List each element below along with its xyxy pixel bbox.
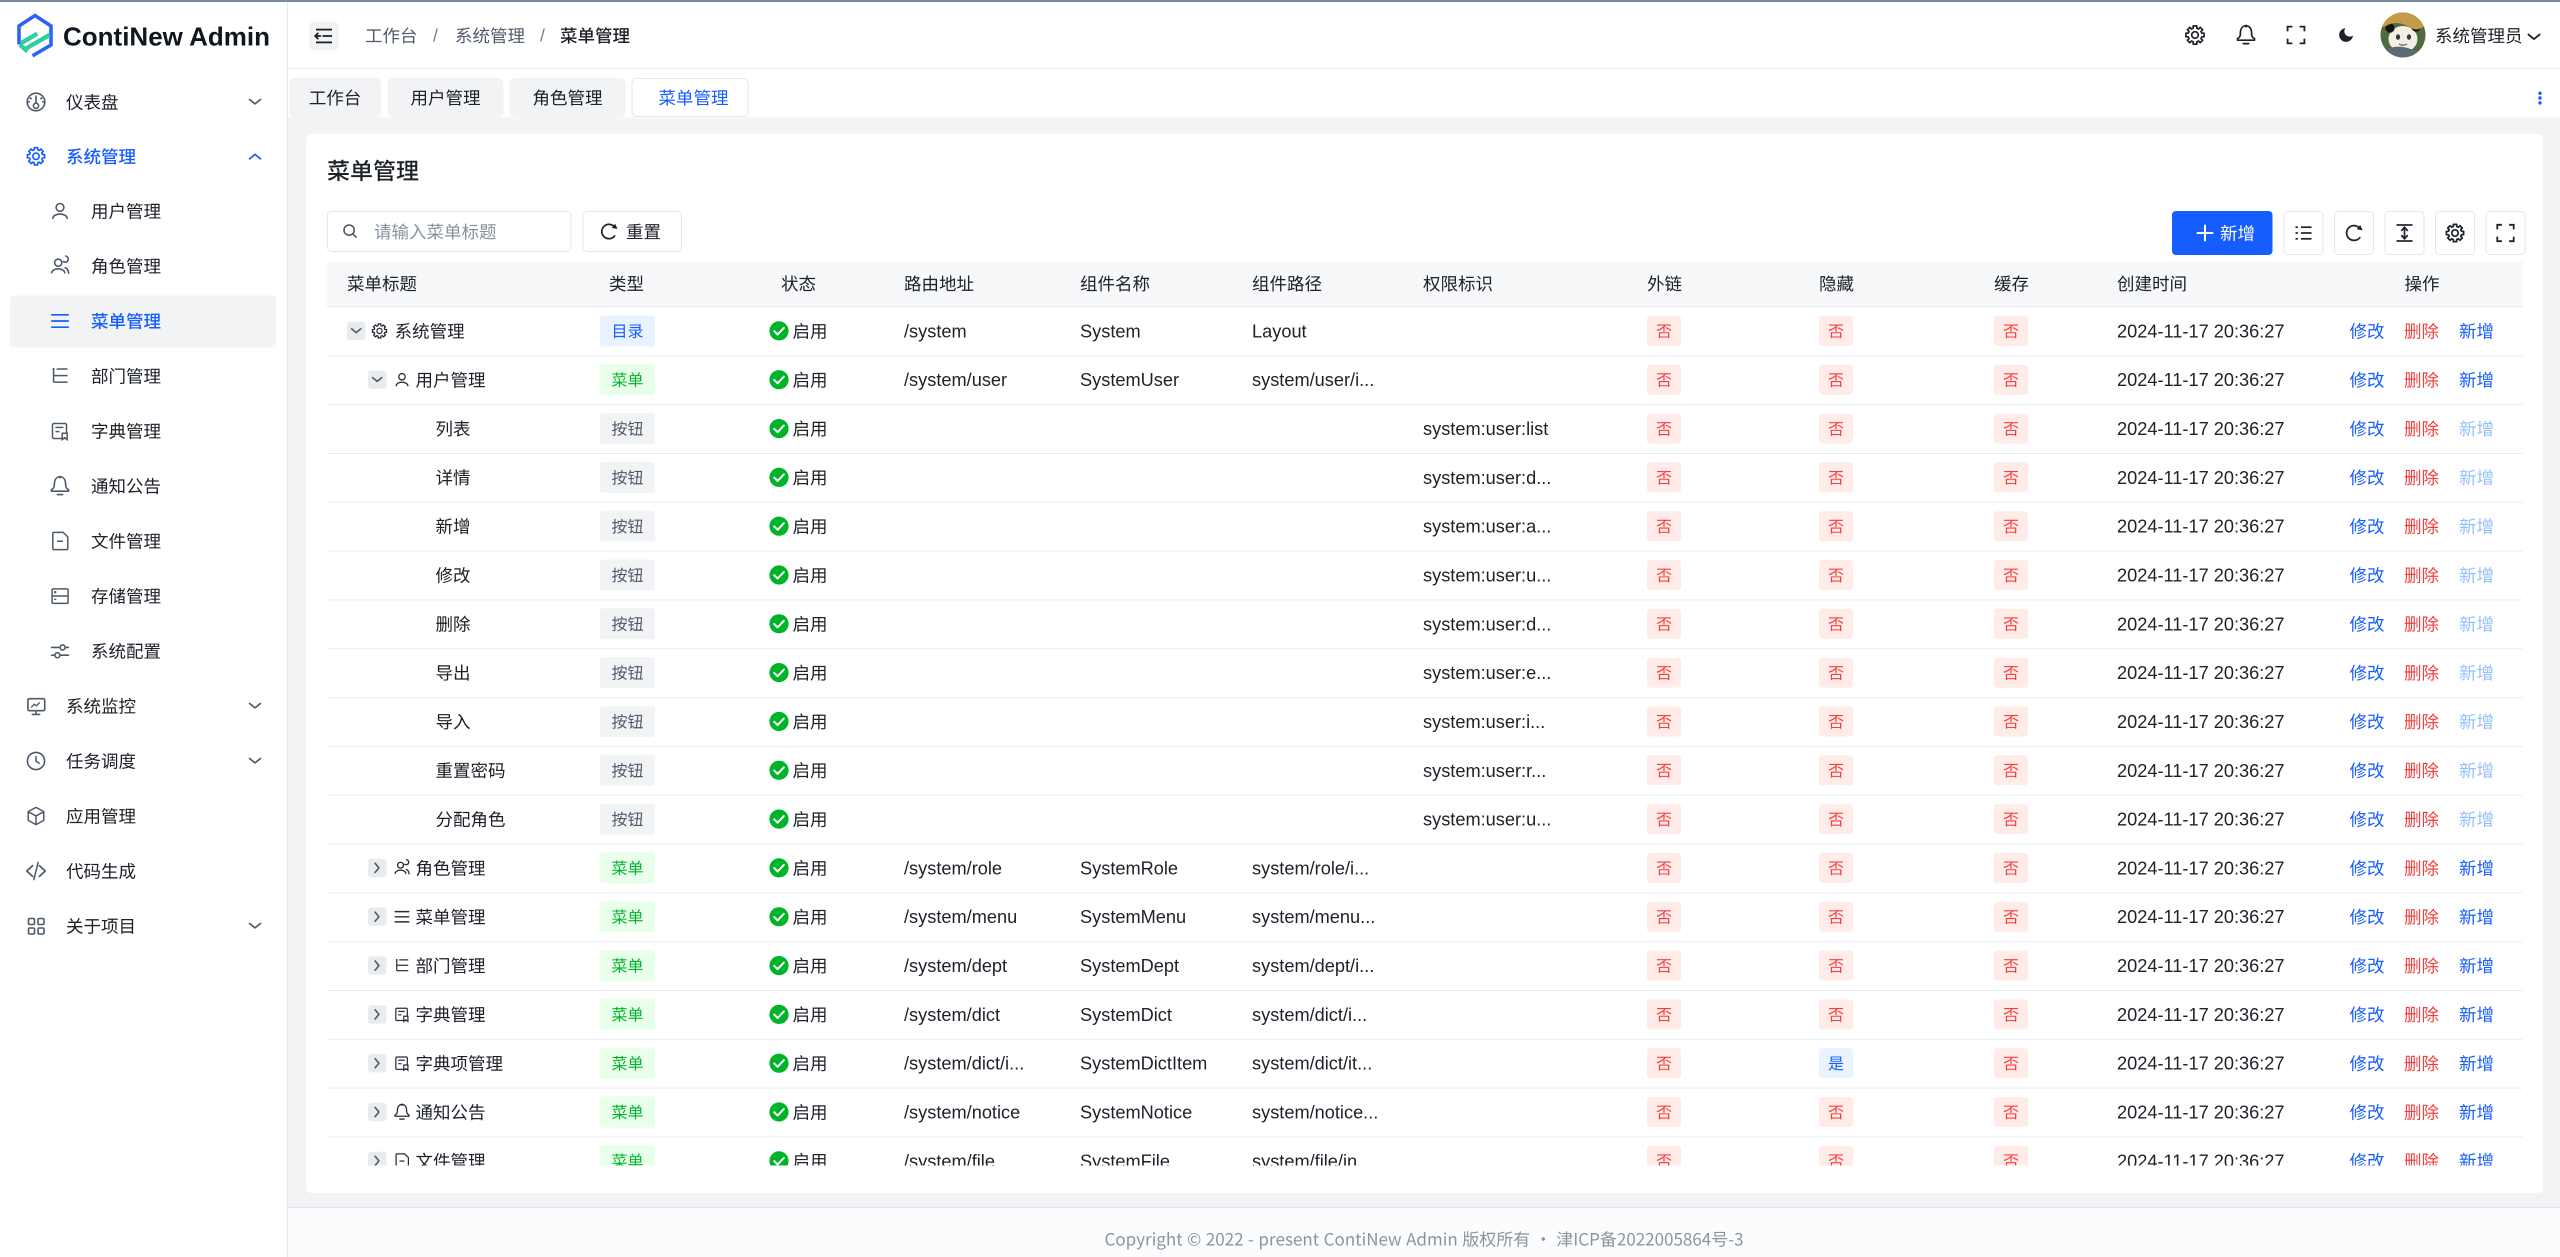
svg-text:2024-11-17 20:36:27: 2024-11-17 20:36:27 xyxy=(2117,712,2285,732)
svg-text:SystemRole: SystemRole xyxy=(1080,858,1178,878)
svg-text:system/user/i...: system/user/i... xyxy=(1252,370,1374,390)
svg-text:system/menu...: system/menu... xyxy=(1252,907,1375,927)
svg-text:/system/menu: /system/menu xyxy=(904,907,1017,927)
svg-text:2024-11-17 20:36:27: 2024-11-17 20:36:27 xyxy=(2117,1005,2285,1025)
svg-text:2024-11-17 20:36:27: 2024-11-17 20:36:27 xyxy=(2117,663,2285,683)
svg-text:2024-11-17 20:36:27: 2024-11-17 20:36:27 xyxy=(2117,907,2285,927)
svg-text:ContiNew Admin: ContiNew Admin xyxy=(63,22,270,52)
svg-text:system:user:d...: system:user:d... xyxy=(1423,468,1551,488)
svg-text:system:user:r...: system:user:r... xyxy=(1423,761,1546,781)
svg-text:/system/dict: /system/dict xyxy=(904,1005,1000,1025)
svg-text:SystemDict: SystemDict xyxy=(1080,1005,1172,1025)
svg-text:/system/file: /system/file xyxy=(904,1151,995,1171)
svg-text:/: / xyxy=(540,26,545,46)
svg-text:/system/notice: /system/notice xyxy=(904,1103,1020,1123)
svg-text:system:user:i...: system:user:i... xyxy=(1423,712,1545,732)
svg-text:2024-11-17 20:36:27: 2024-11-17 20:36:27 xyxy=(2117,517,2285,537)
svg-text:2024-11-17 20:36:27: 2024-11-17 20:36:27 xyxy=(2117,1103,2285,1123)
svg-text:2024-11-17 20:36:27: 2024-11-17 20:36:27 xyxy=(2117,1151,2285,1171)
svg-text:SystemDictItem: SystemDictItem xyxy=(1080,1054,1207,1074)
svg-text:system/notice...: system/notice... xyxy=(1252,1103,1378,1123)
svg-text:Layout: Layout xyxy=(1252,321,1307,341)
svg-text:/system/dept: /system/dept xyxy=(904,956,1007,976)
svg-text:/system/dict/i...: /system/dict/i... xyxy=(904,1054,1024,1074)
svg-text:2024-11-17 20:36:27: 2024-11-17 20:36:27 xyxy=(2117,321,2285,341)
svg-text:system:user:e...: system:user:e... xyxy=(1423,663,1551,683)
svg-text:SystemMenu: SystemMenu xyxy=(1080,907,1186,927)
svg-text:System: System xyxy=(1080,321,1141,341)
svg-text:2024-11-17 20:36:27: 2024-11-17 20:36:27 xyxy=(2117,468,2285,488)
svg-text:/system: /system xyxy=(904,321,967,341)
svg-text:system:user:u...: system:user:u... xyxy=(1423,566,1551,586)
svg-text:SystemFile: SystemFile xyxy=(1080,1151,1170,1171)
svg-text:SystemDept: SystemDept xyxy=(1080,956,1179,976)
svg-text:2024-11-17 20:36:27: 2024-11-17 20:36:27 xyxy=(2117,566,2285,586)
svg-text:system/file/in: system/file/in xyxy=(1252,1151,1357,1171)
svg-text:system:user:u...: system:user:u... xyxy=(1423,810,1551,830)
svg-text:2024-11-17 20:36:27: 2024-11-17 20:36:27 xyxy=(2117,370,2285,390)
svg-text:/system/role: /system/role xyxy=(904,858,1002,878)
svg-text:2024-11-17 20:36:27: 2024-11-17 20:36:27 xyxy=(2117,614,2285,634)
svg-text:system/dict/it...: system/dict/it... xyxy=(1252,1054,1372,1074)
svg-text:system:user:list: system:user:list xyxy=(1423,419,1548,439)
svg-text:SystemNotice: SystemNotice xyxy=(1080,1103,1192,1123)
svg-text:2024-11-17 20:36:27: 2024-11-17 20:36:27 xyxy=(2117,761,2285,781)
svg-text:SystemUser: SystemUser xyxy=(1080,370,1179,390)
svg-text:2024-11-17 20:36:27: 2024-11-17 20:36:27 xyxy=(2117,419,2285,439)
svg-text:system:user:a...: system:user:a... xyxy=(1423,517,1551,537)
svg-text:2024-11-17 20:36:27: 2024-11-17 20:36:27 xyxy=(2117,1054,2285,1074)
svg-text:system/role/i...: system/role/i... xyxy=(1252,858,1369,878)
svg-text:2024-11-17 20:36:27: 2024-11-17 20:36:27 xyxy=(2117,810,2285,830)
svg-text:system/dict/i...: system/dict/i... xyxy=(1252,1005,1367,1025)
svg-text:2024-11-17 20:36:27: 2024-11-17 20:36:27 xyxy=(2117,956,2285,976)
svg-text:/system/user: /system/user xyxy=(904,370,1007,390)
svg-text:/: / xyxy=(433,26,438,46)
svg-text:system/dept/i...: system/dept/i... xyxy=(1252,956,1374,976)
svg-text:2024-11-17 20:36:27: 2024-11-17 20:36:27 xyxy=(2117,858,2285,878)
svg-text:system:user:d...: system:user:d... xyxy=(1423,614,1551,634)
